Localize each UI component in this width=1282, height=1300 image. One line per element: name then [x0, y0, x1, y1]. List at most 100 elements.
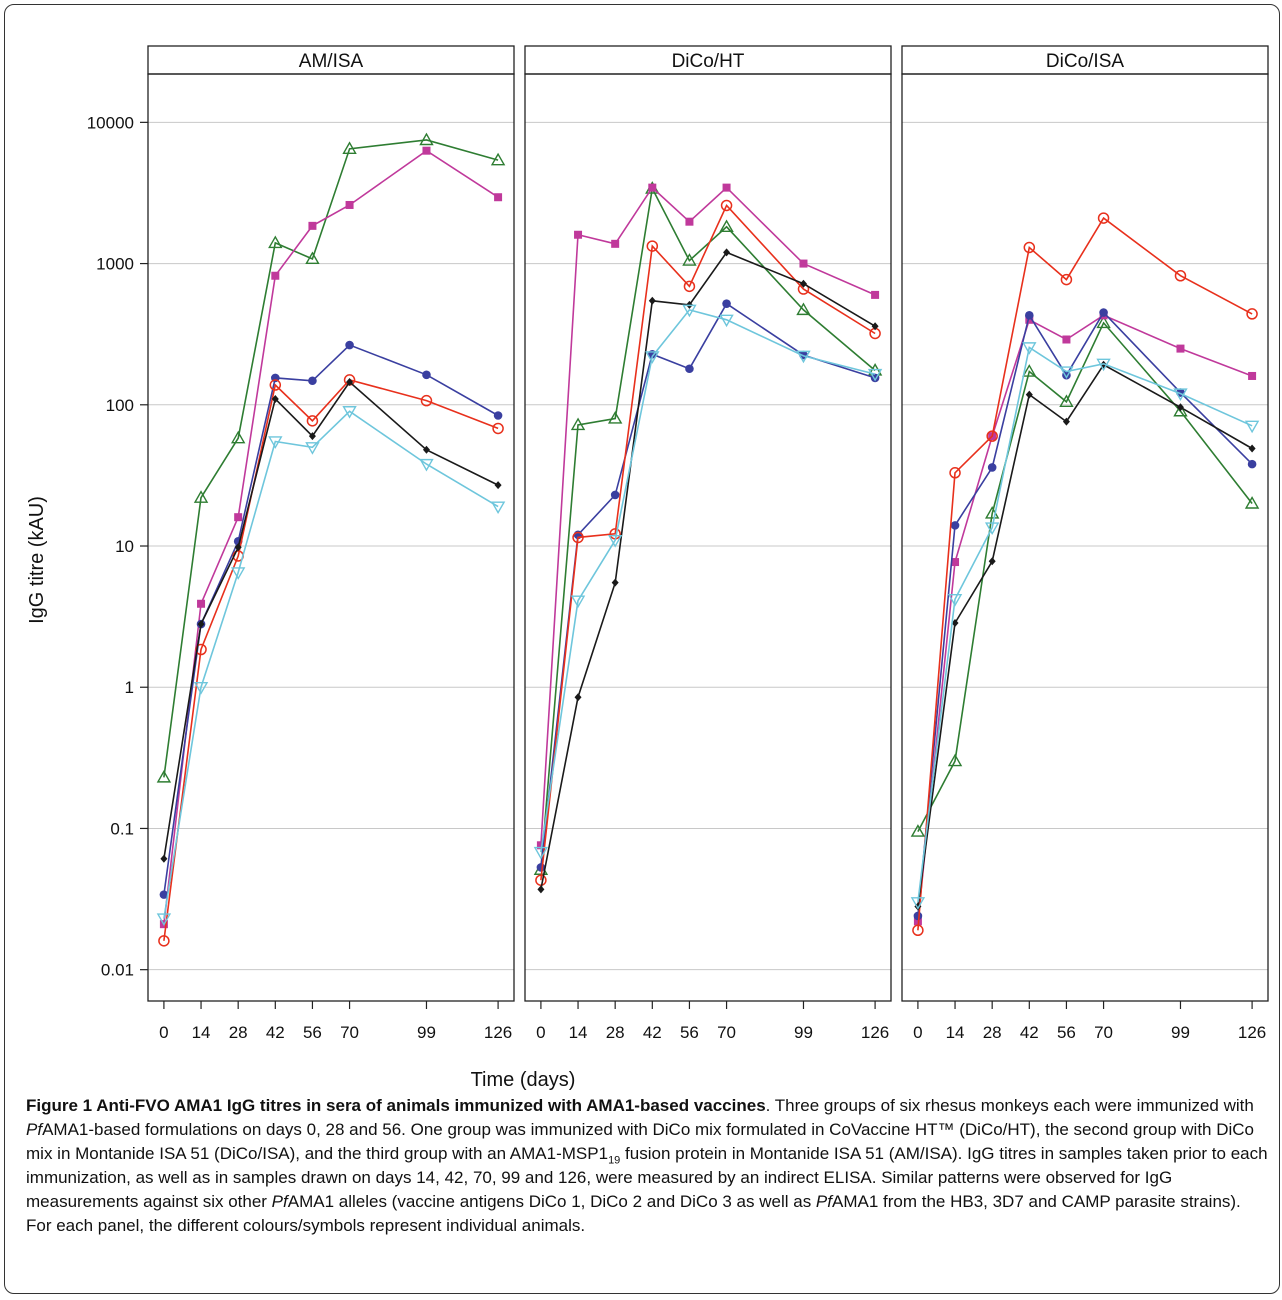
- filled-circle-marker: [159, 890, 169, 899]
- triangle-up-marker: [1059, 394, 1074, 408]
- panel-frame: [524, 73, 892, 1002]
- series-line: [540, 251, 876, 890]
- series-line: [917, 346, 1253, 903]
- series-line: [917, 311, 1253, 917]
- panel-frame: [901, 73, 1269, 1002]
- triangle-down-marker: [1096, 358, 1111, 372]
- diamond-marker: [1062, 417, 1070, 426]
- diamond-marker: [537, 885, 545, 894]
- square-marker: [234, 513, 243, 522]
- x-tick-label: 126: [1238, 1023, 1266, 1042]
- open-circle-marker: [1060, 273, 1073, 286]
- chart-panel: DiCo/ISA 0 14 28 42 56 70 99 126: [901, 45, 1269, 1042]
- x-tick-label: 56: [680, 1023, 699, 1042]
- data-series: [914, 360, 1256, 911]
- x-tick-label: 14: [569, 1023, 588, 1042]
- triangle-down-marker: [342, 406, 357, 419]
- filled-circle-marker: [913, 911, 923, 921]
- open-circle-marker: [195, 643, 207, 656]
- triangle-up-marker: [193, 490, 209, 503]
- triangle-up-marker: [268, 235, 283, 249]
- diamond-marker: [611, 578, 619, 587]
- filled-circle-marker: [308, 376, 317, 386]
- diamond-marker: [308, 432, 316, 441]
- triangle-down-marker: [1059, 366, 1074, 379]
- triangle-down-marker: [490, 501, 506, 515]
- data-series: [910, 315, 1260, 837]
- caption-text: . Three groups of six rhesus monkeys eac…: [765, 1096, 1254, 1115]
- figure-frame: [4, 4, 1280, 1294]
- triangle-up-marker: [156, 769, 172, 783]
- x-axis-label: Time (days): [471, 1069, 576, 1090]
- triangle-down-marker: [1173, 388, 1188, 402]
- y-tick-label: 10000: [87, 113, 134, 132]
- series-line: [540, 203, 876, 881]
- x-tick-label: 70: [717, 1023, 736, 1042]
- series-line: [163, 380, 499, 859]
- diamond-marker: [799, 279, 807, 288]
- triangle-up-marker: [910, 824, 926, 837]
- open-circle-marker: [683, 280, 696, 293]
- x-tick-label: 28: [229, 1023, 248, 1042]
- open-circle-marker: [420, 394, 433, 407]
- panel-frame: [147, 73, 515, 1002]
- open-circle-marker: [646, 240, 659, 252]
- data-series: [160, 378, 502, 863]
- square-marker: [494, 193, 503, 202]
- square-marker: [1025, 315, 1034, 324]
- square-marker: [536, 841, 545, 850]
- x-tick-label: 99: [794, 1023, 813, 1042]
- square-marker: [345, 200, 354, 209]
- x-tick-label: 99: [417, 1023, 436, 1042]
- square-marker: [1176, 344, 1185, 353]
- triangle-up-marker: [719, 219, 734, 233]
- x-tick-label: 28: [606, 1023, 625, 1042]
- panel-strip: [901, 45, 1269, 75]
- filled-circle-marker: [422, 370, 431, 380]
- triangle-up-marker: [796, 302, 811, 316]
- triangle-up-marker: [607, 411, 623, 424]
- series-line: [163, 379, 499, 941]
- data-series: [533, 304, 883, 860]
- x-tick-label: 70: [340, 1023, 359, 1042]
- x-tick-label: 28: [983, 1023, 1002, 1042]
- triangle-up-marker: [1096, 315, 1111, 329]
- open-circle-marker: [1246, 308, 1258, 320]
- triangle-down-marker: [719, 314, 734, 328]
- series-line: [917, 363, 1253, 907]
- diamond-marker: [160, 854, 168, 863]
- triangle-up-marker: [1173, 403, 1188, 417]
- y-tick-label: 100: [106, 396, 134, 415]
- square-marker: [1062, 335, 1071, 344]
- y-tick-label: 0.01: [101, 961, 134, 980]
- square-marker: [611, 239, 620, 248]
- caption-subscript: 19: [608, 1154, 621, 1167]
- filled-circle-marker: [345, 340, 354, 350]
- triangle-down-marker: [796, 350, 811, 364]
- diamond-marker: [988, 557, 996, 566]
- caption-italic: Pf: [815, 1192, 832, 1211]
- square-marker: [1248, 371, 1257, 380]
- x-tick-label: 0: [536, 1023, 545, 1042]
- figure-caption: Figure 1 Anti-FVO AMA1 IgG titres in ser…: [26, 1094, 1270, 1238]
- filled-circle-marker: [950, 521, 960, 530]
- triangle-up-marker: [230, 430, 246, 444]
- x-tick-label: 126: [861, 1023, 889, 1042]
- triangle-down-marker: [1022, 342, 1037, 355]
- y-axis: 0.01 0.1 1 10 100 1000 10000: [87, 113, 148, 980]
- triangle-down-marker: [305, 442, 320, 455]
- triangle-down-marker: [984, 522, 1000, 536]
- triangle-down-marker: [193, 682, 209, 695]
- filled-circle-marker: [685, 364, 694, 374]
- filled-circle-marker: [1025, 311, 1034, 320]
- x-tick-label: 0: [159, 1023, 168, 1042]
- triangle-up-marker: [1022, 364, 1037, 377]
- diamond-marker: [723, 248, 731, 257]
- panel-title: AM/ISA: [299, 51, 364, 72]
- square-marker: [951, 558, 960, 567]
- data-series: [533, 181, 883, 875]
- x-tick-label: 14: [946, 1023, 965, 1042]
- square-marker: [799, 259, 808, 268]
- caption-italic: Pf: [271, 1192, 288, 1211]
- diamond-marker: [648, 296, 656, 305]
